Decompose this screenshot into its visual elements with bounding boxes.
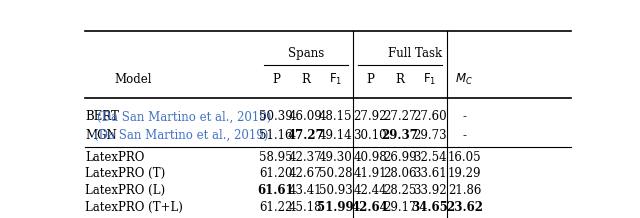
Text: R: R bbox=[396, 73, 404, 86]
Text: 49.14: 49.14 bbox=[319, 129, 352, 142]
Text: 28.25: 28.25 bbox=[383, 184, 417, 197]
Text: 40.98: 40.98 bbox=[353, 151, 387, 164]
Text: P: P bbox=[366, 73, 374, 86]
Text: (Da San Martino et al., 2019): (Da San Martino et al., 2019) bbox=[97, 110, 271, 123]
Text: 42.67: 42.67 bbox=[289, 167, 323, 180]
Text: Model: Model bbox=[115, 73, 152, 86]
Text: 42.44: 42.44 bbox=[353, 184, 387, 197]
Text: 50.39: 50.39 bbox=[259, 110, 292, 123]
Text: LatexPRO (T): LatexPRO (T) bbox=[85, 167, 165, 180]
Text: 61.61: 61.61 bbox=[258, 184, 294, 197]
Text: -: - bbox=[463, 110, 467, 123]
Text: R: R bbox=[301, 73, 310, 86]
Text: P: P bbox=[272, 73, 280, 86]
Text: 33.92: 33.92 bbox=[413, 184, 447, 197]
Text: 33.61: 33.61 bbox=[413, 167, 447, 180]
Text: LatexPRO: LatexPRO bbox=[85, 151, 145, 164]
Text: Spans: Spans bbox=[287, 46, 324, 60]
Text: 45.18: 45.18 bbox=[289, 201, 323, 214]
Text: 21.86: 21.86 bbox=[448, 184, 481, 197]
Text: $\mathrm{F}_1$: $\mathrm{F}_1$ bbox=[329, 72, 342, 87]
Text: 46.09: 46.09 bbox=[289, 110, 323, 123]
Text: 42.64: 42.64 bbox=[352, 201, 388, 214]
Text: 42.37: 42.37 bbox=[289, 151, 323, 164]
Text: 48.15: 48.15 bbox=[319, 110, 352, 123]
Text: 41.91: 41.91 bbox=[353, 167, 387, 180]
Text: 47.27: 47.27 bbox=[287, 129, 324, 142]
Text: 27.92: 27.92 bbox=[353, 110, 387, 123]
Text: 50.28: 50.28 bbox=[319, 167, 352, 180]
Text: 30.10: 30.10 bbox=[353, 129, 387, 142]
Text: 61.20: 61.20 bbox=[259, 167, 292, 180]
Text: 19.29: 19.29 bbox=[447, 167, 481, 180]
Text: (Da San Martino et al., 2019): (Da San Martino et al., 2019) bbox=[94, 129, 269, 142]
Text: BERT: BERT bbox=[85, 110, 119, 123]
Text: 29.73: 29.73 bbox=[413, 129, 447, 142]
Text: 28.06: 28.06 bbox=[383, 167, 417, 180]
Text: $\mathrm{F}_1$: $\mathrm{F}_1$ bbox=[423, 72, 436, 87]
Text: 29.37: 29.37 bbox=[381, 129, 419, 142]
Text: 58.95: 58.95 bbox=[259, 151, 292, 164]
Text: LatexPRO (L): LatexPRO (L) bbox=[85, 184, 165, 197]
Text: 26.99: 26.99 bbox=[383, 151, 417, 164]
Text: 50.93: 50.93 bbox=[319, 184, 352, 197]
Text: 23.62: 23.62 bbox=[446, 201, 483, 214]
Text: 49.30: 49.30 bbox=[319, 151, 352, 164]
Text: 61.22: 61.22 bbox=[259, 201, 292, 214]
Text: 27.27: 27.27 bbox=[383, 110, 417, 123]
Text: 29.17: 29.17 bbox=[383, 201, 417, 214]
Text: $M_C$: $M_C$ bbox=[456, 72, 474, 87]
Text: 51.16: 51.16 bbox=[259, 129, 292, 142]
Text: LatexPRO (T+L): LatexPRO (T+L) bbox=[85, 201, 183, 214]
Text: 16.05: 16.05 bbox=[447, 151, 481, 164]
Text: 32.54: 32.54 bbox=[413, 151, 447, 164]
Text: -: - bbox=[463, 129, 467, 142]
Text: Full Task: Full Task bbox=[388, 46, 442, 60]
Text: 51.99: 51.99 bbox=[317, 201, 354, 214]
Text: 43.41: 43.41 bbox=[289, 184, 323, 197]
Text: 27.60: 27.60 bbox=[413, 110, 447, 123]
Text: MGN: MGN bbox=[85, 129, 116, 142]
Text: 34.65: 34.65 bbox=[412, 201, 448, 214]
